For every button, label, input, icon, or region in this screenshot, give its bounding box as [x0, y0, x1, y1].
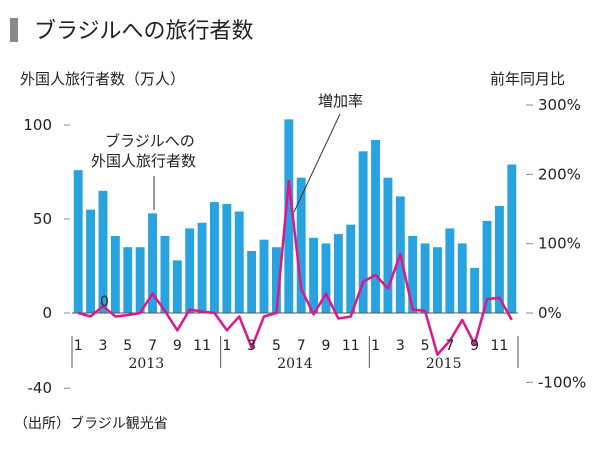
right-axis-label: 前年同月比	[490, 70, 565, 88]
visitor-bar	[185, 228, 195, 313]
visitor-bar	[135, 247, 145, 313]
visitor-bar	[271, 247, 281, 313]
annotation-bar-line1: ブラジルへの	[105, 132, 195, 150]
visitor-bar	[210, 202, 219, 313]
month-label: 3	[396, 338, 405, 354]
visitor-bar	[420, 243, 430, 313]
left-tick-label: 100	[23, 116, 52, 134]
visitor-bar	[86, 209, 96, 313]
visitor-bar	[284, 119, 294, 313]
left-axis-ticks: 100 50 0 -40	[23, 116, 70, 397]
visitor-bar	[445, 228, 455, 313]
chart-title: ブラジルへの旅行者数	[34, 19, 254, 44]
right-tick-label: 100%	[538, 235, 581, 253]
left-axis-label: 外国人旅行者数（万人）	[20, 70, 185, 88]
right-axis-ticks: 300% 200% 100% 0% -100%	[526, 96, 586, 391]
month-label: 1	[74, 338, 83, 354]
right-tick-label: 200%	[538, 165, 581, 183]
year-labels: 2013 2014 2015	[129, 356, 462, 372]
annotation-growth-leader	[293, 113, 341, 213]
year-separators	[71, 336, 519, 368]
month-label: 7	[148, 338, 157, 354]
month-label: 1	[222, 338, 231, 354]
visitor-bar	[222, 203, 232, 313]
year-label: 2013	[129, 356, 165, 372]
month-label: 9	[470, 338, 479, 354]
visitor-bar	[371, 140, 380, 313]
visitor-bar	[470, 267, 480, 313]
right-tick-label: 300%	[538, 96, 581, 114]
visitor-bar	[98, 190, 108, 313]
visitor-bar	[123, 247, 133, 313]
visitor-bar	[309, 237, 319, 313]
visitor-bar	[494, 205, 504, 313]
visitor-bar	[358, 151, 368, 313]
month-label: 5	[123, 338, 132, 354]
right-tick-label: -100%	[538, 373, 586, 391]
annotation-bar-series: ブラジルへの 外国人旅行者数	[91, 132, 199, 170]
month-label: 7	[445, 338, 454, 354]
visitor-bar	[433, 247, 442, 313]
visitor-bar	[172, 260, 182, 313]
month-label: 5	[272, 338, 281, 354]
visitor-bar	[160, 235, 170, 313]
visitor-bar	[148, 213, 157, 313]
visitor-bar	[321, 243, 331, 313]
annotation-zero: 0	[100, 294, 109, 310]
source-note: （出所）ブラジル観光省	[14, 415, 168, 432]
month-label: 11	[193, 338, 211, 354]
visitor-bar	[234, 211, 244, 313]
year-label: 2015	[426, 356, 462, 372]
annotation-growth-rate: 増加率	[318, 92, 363, 110]
month-label: 3	[99, 338, 108, 354]
visitor-bar	[346, 224, 356, 313]
month-label: 9	[322, 338, 331, 354]
month-label: 11	[491, 338, 509, 354]
visitor-bars	[73, 119, 517, 313]
visitor-bar	[197, 222, 207, 313]
visitor-bar	[457, 243, 467, 313]
month-label: 9	[173, 338, 182, 354]
visitor-bar	[507, 164, 517, 313]
visitor-bar	[247, 250, 257, 313]
visitor-bar	[383, 177, 393, 313]
month-label: 5	[421, 338, 430, 354]
month-label: 1	[371, 338, 380, 354]
growth-rate-line	[77, 180, 513, 356]
visitor-bar	[73, 170, 83, 313]
visitor-bar	[296, 177, 306, 313]
right-tick-label: 0%	[538, 304, 562, 322]
visitor-bar	[482, 220, 492, 313]
year-label: 2014	[277, 356, 313, 372]
month-labels: 1 3 5 7 9 11 1 3 5 7 9 11 1 3 5 7 9 11	[74, 338, 509, 354]
visitor-bar	[408, 235, 418, 313]
visitor-bar	[110, 235, 120, 313]
month-label: 11	[342, 338, 360, 354]
title-marker	[10, 18, 18, 42]
left-tick-label: 50	[33, 210, 52, 228]
visitor-bar	[333, 234, 343, 313]
month-label: 3	[247, 338, 256, 354]
annotation-bar-line2: 外国人旅行者数	[91, 152, 196, 170]
month-label: 7	[297, 338, 306, 354]
left-tick-label: -40	[28, 379, 53, 397]
visitor-bar	[259, 239, 269, 313]
left-tick-label: 0	[42, 304, 52, 322]
